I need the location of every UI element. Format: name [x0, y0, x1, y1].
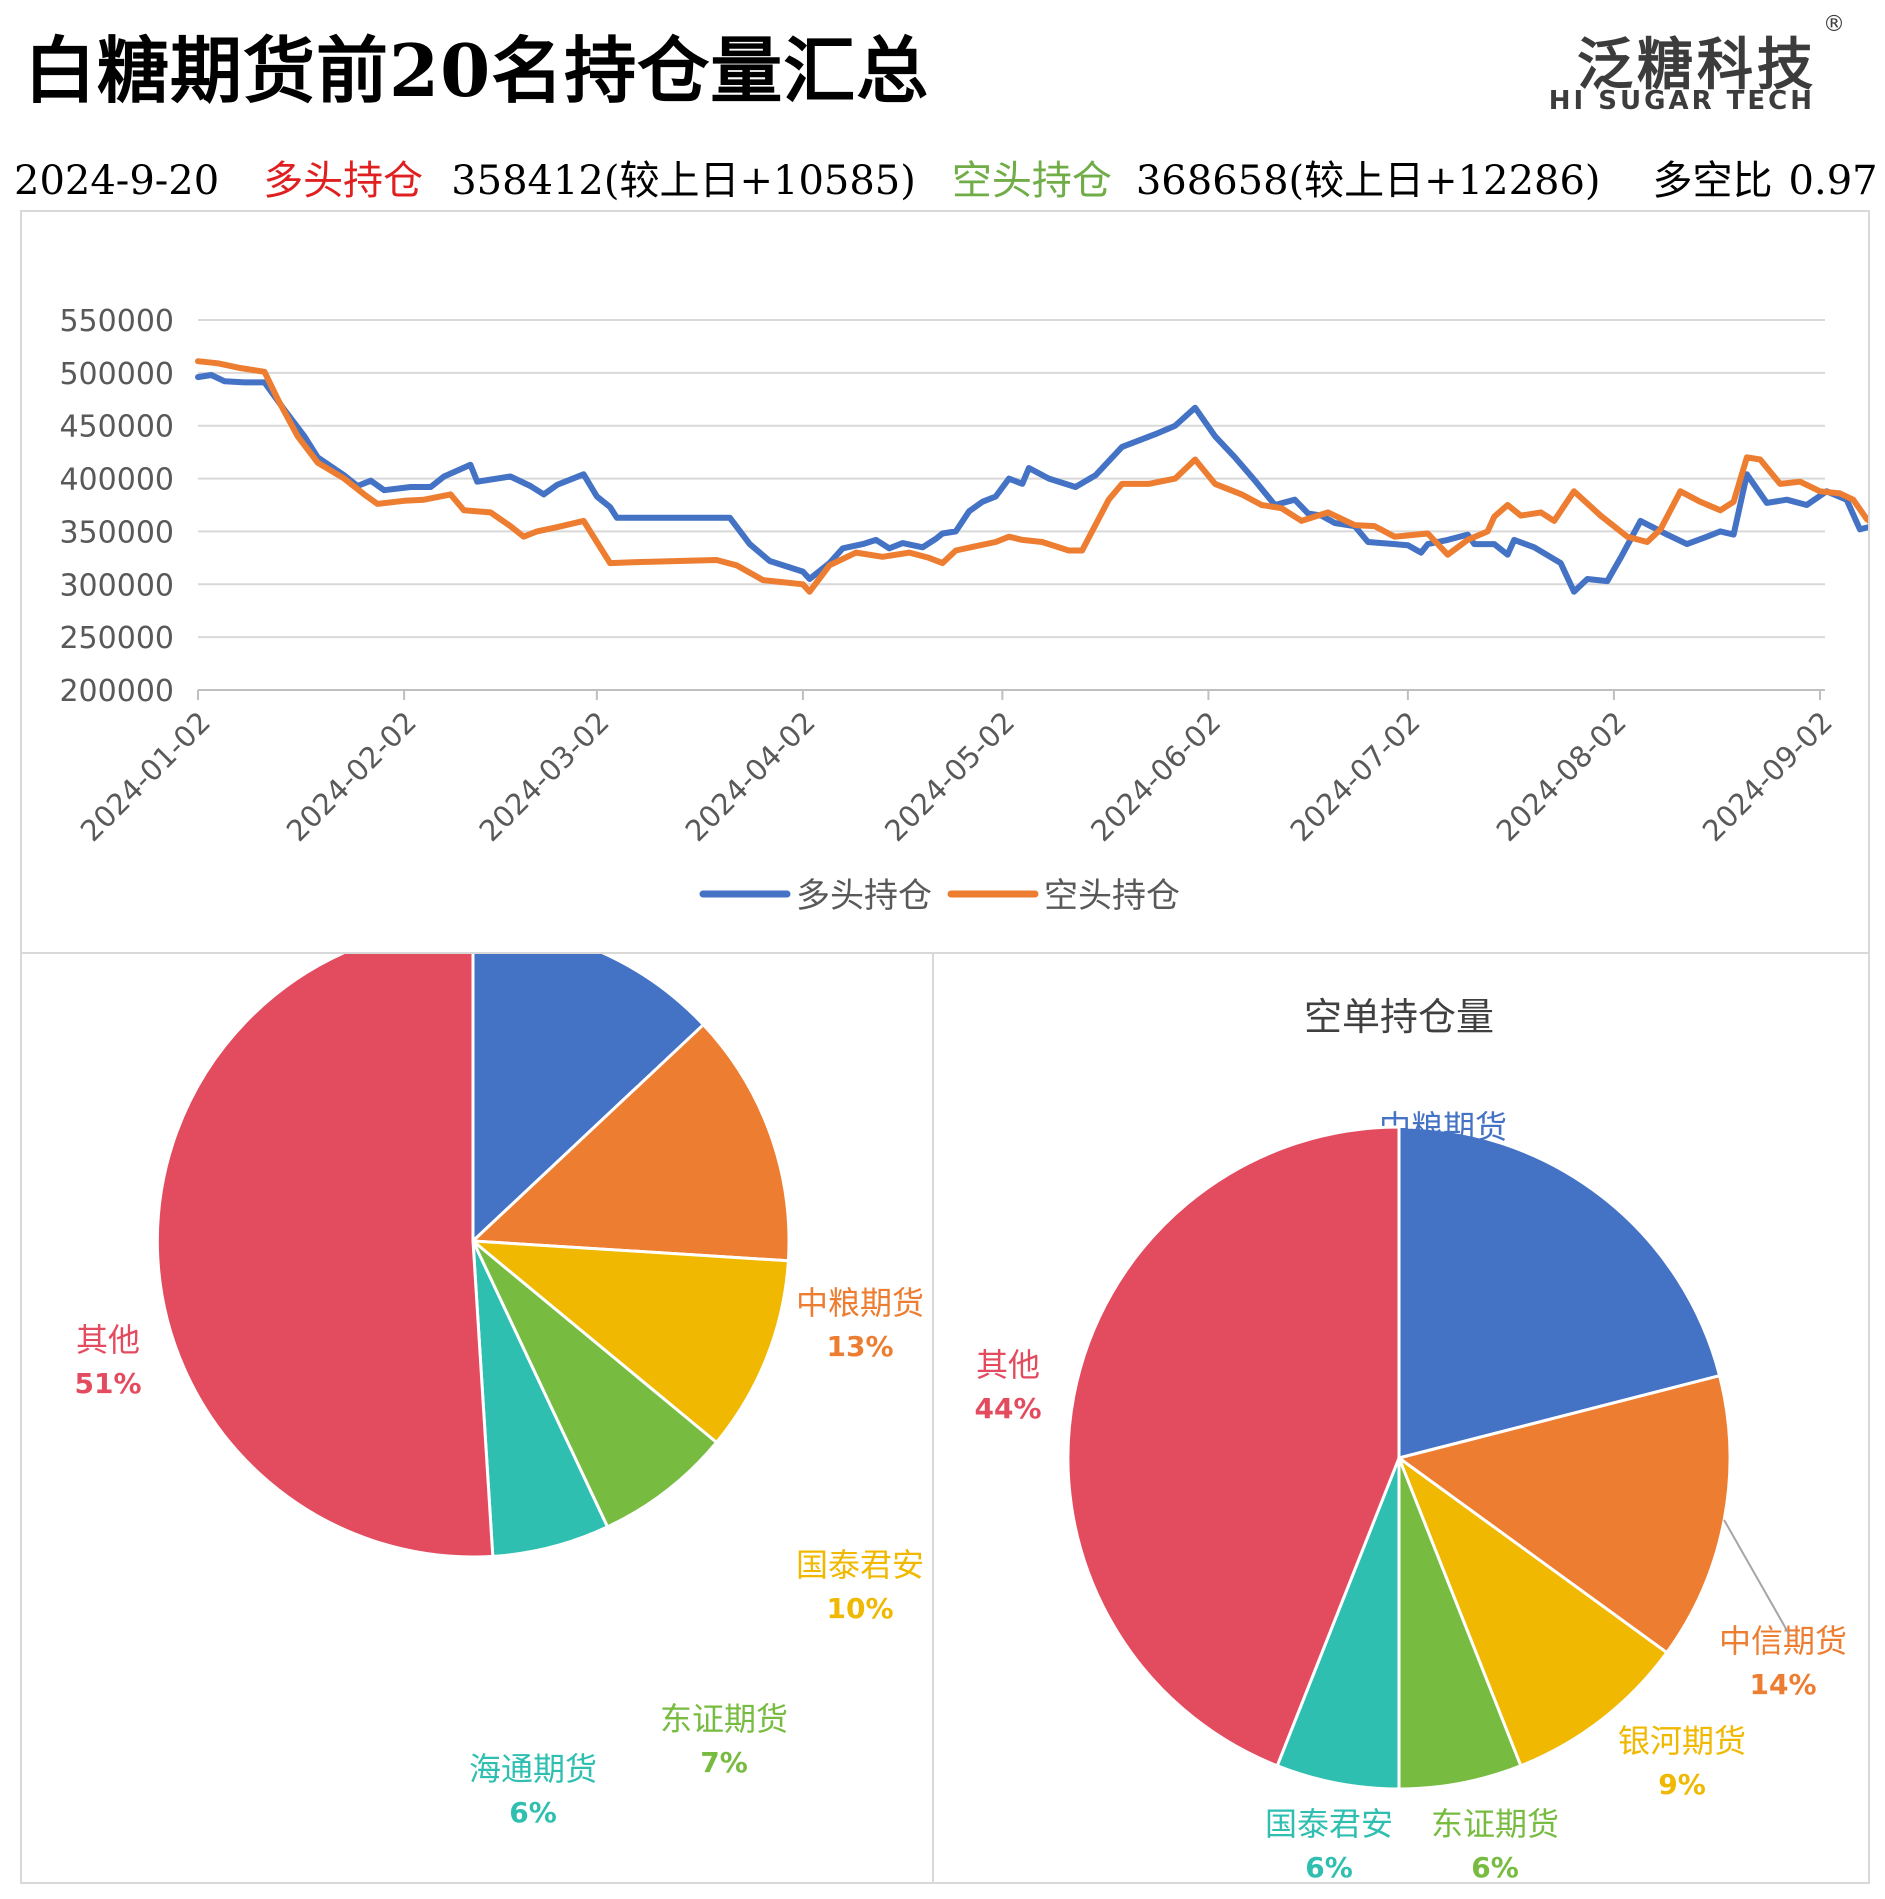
- pie-slice-value: 14%: [1749, 1668, 1816, 1701]
- pie-slice-label: 国泰君安: [1265, 1805, 1393, 1843]
- brand-logo-text: 泛糖科技: [1577, 33, 1817, 98]
- pie-slice: [471, 1239, 719, 1529]
- ratio-label: 多空比: [1652, 158, 1773, 204]
- registered-mark: ®: [1823, 12, 1845, 37]
- pie-slice: [469, 1022, 791, 1263]
- pie-slice: [1066, 1125, 1401, 1768]
- pie-slice: [468, 1239, 790, 1445]
- y-tick-label: 300000: [59, 568, 174, 603]
- x-tick-label: 2024-05-02: [878, 705, 1021, 848]
- pie-leader-line: [1723, 1519, 1790, 1635]
- summary-date: 2024-9-20: [14, 158, 220, 204]
- short-label: 空头持仓: [951, 158, 1112, 204]
- pie-slice-value: 13%: [826, 1330, 893, 1363]
- legend-label: 多头持仓: [796, 876, 932, 916]
- pie-slice-value: 7%: [700, 1746, 748, 1779]
- pie-slice: [471, 1240, 610, 1558]
- x-tick-label: 2024-04-02: [679, 705, 822, 848]
- y-tick-label: 250000: [59, 621, 174, 656]
- y-tick-label: 400000: [59, 463, 174, 498]
- pie-slice: [1395, 1453, 1669, 1768]
- pie-slice-label: 东证期货: [1431, 1805, 1559, 1843]
- pie-title: 空单持仓量: [1304, 995, 1494, 1039]
- summary-bar: 2024-9-20 多头持仓 358412(较上日+10585) 空头持仓 368658…: [14, 148, 1878, 206]
- page-title: 白糖期货前20名持仓量汇总: [24, 28, 930, 113]
- short-value: 368658(较上日+12286): [1135, 158, 1601, 204]
- pie-slice-value: 10%: [826, 1592, 893, 1625]
- pie-slice: [1275, 1457, 1401, 1791]
- x-tick-label: 2024-08-02: [1490, 705, 1633, 848]
- x-tick-label: 2024-09-02: [1696, 705, 1839, 848]
- series-line-long: [195, 372, 1868, 595]
- pie-slice-label: 其他: [976, 1346, 1040, 1384]
- pie-slice-label: 银河期货: [1618, 1722, 1746, 1760]
- long-value: 358412(较上日+10585): [451, 158, 916, 204]
- pie-slice-label: 海通期货: [469, 1750, 597, 1788]
- x-tick-label: 2024-01-02: [74, 705, 217, 848]
- pie-slice-value: 51%: [74, 1367, 141, 1400]
- brand-logo-subtext: HI SUGAR TECH: [1548, 86, 1815, 116]
- pie-slice-label: 东证期货: [660, 1700, 788, 1738]
- line-chart: 200000 250000 300000 350000 400000 450000 5000…: [59, 304, 1868, 916]
- pie-slice-label: 国泰君安: [796, 1546, 924, 1584]
- y-tick-label: 450000: [59, 410, 174, 445]
- pie-slice: [471, 954, 706, 1245]
- pie-slice-value: 9%: [1658, 1768, 1706, 1801]
- y-tick-label: 550000: [59, 304, 174, 339]
- x-tick-label: 2024-06-02: [1084, 705, 1227, 848]
- pie-slice: [1397, 1457, 1523, 1791]
- pie-slice-value: 44%: [974, 1392, 1041, 1425]
- pie-slice: [155, 954, 495, 1559]
- x-tick-label: 2024-03-02: [473, 705, 616, 848]
- x-tick-label: 2024-02-02: [280, 705, 423, 848]
- pie-slice: [1397, 1125, 1722, 1460]
- pie-slice-value: 6%: [509, 1796, 557, 1829]
- long-pie-chart: 多单持仓量中信期货13%中粮期货13%国泰君安10%东证期货7%海通期货6%其他…: [74, 954, 924, 1829]
- y-tick-label: 200000: [59, 674, 174, 709]
- pie-slice-value: 6%: [1471, 1851, 1519, 1882]
- short-pie-chart: 空单持仓量中粮期货21%中信期货14%银河期货9%东证期货6%国泰君安6%其他4…: [974, 995, 1847, 1882]
- y-tick-label: 350000: [59, 515, 174, 550]
- x-tick-label: 2024-07-02: [1284, 705, 1427, 848]
- long-label: 多头持仓: [263, 158, 424, 204]
- series-line-short: [195, 358, 1868, 595]
- y-tick-label: 500000: [59, 357, 174, 392]
- pie-slice-value: 21%: [1409, 1154, 1476, 1187]
- pie-slice-label: 中信期货: [1719, 1622, 1847, 1660]
- pie-slice-value: 6%: [1305, 1851, 1353, 1882]
- line-chart-panel: 200000 250000 300000 350000 400000 450000 5000…: [20, 210, 1870, 954]
- ratio-value: 0.97: [1788, 158, 1878, 204]
- short-pie-panel: 空单持仓量 中粮期货 21% 中信期货 14% 银河期货 9% 东证期货 6% 国泰君安 6% 其他 4…: [932, 952, 1870, 1884]
- pie-slice-label: 其他: [76, 1321, 140, 1359]
- pie-slice-label: 中粮期货: [796, 1284, 924, 1322]
- long-pie-panel: 多单持仓量中信期货13%中粮期货13%国泰君安10%东证期货7%海通期货6%其他…: [20, 952, 934, 1884]
- legend-label: 空头持仓: [1044, 876, 1180, 916]
